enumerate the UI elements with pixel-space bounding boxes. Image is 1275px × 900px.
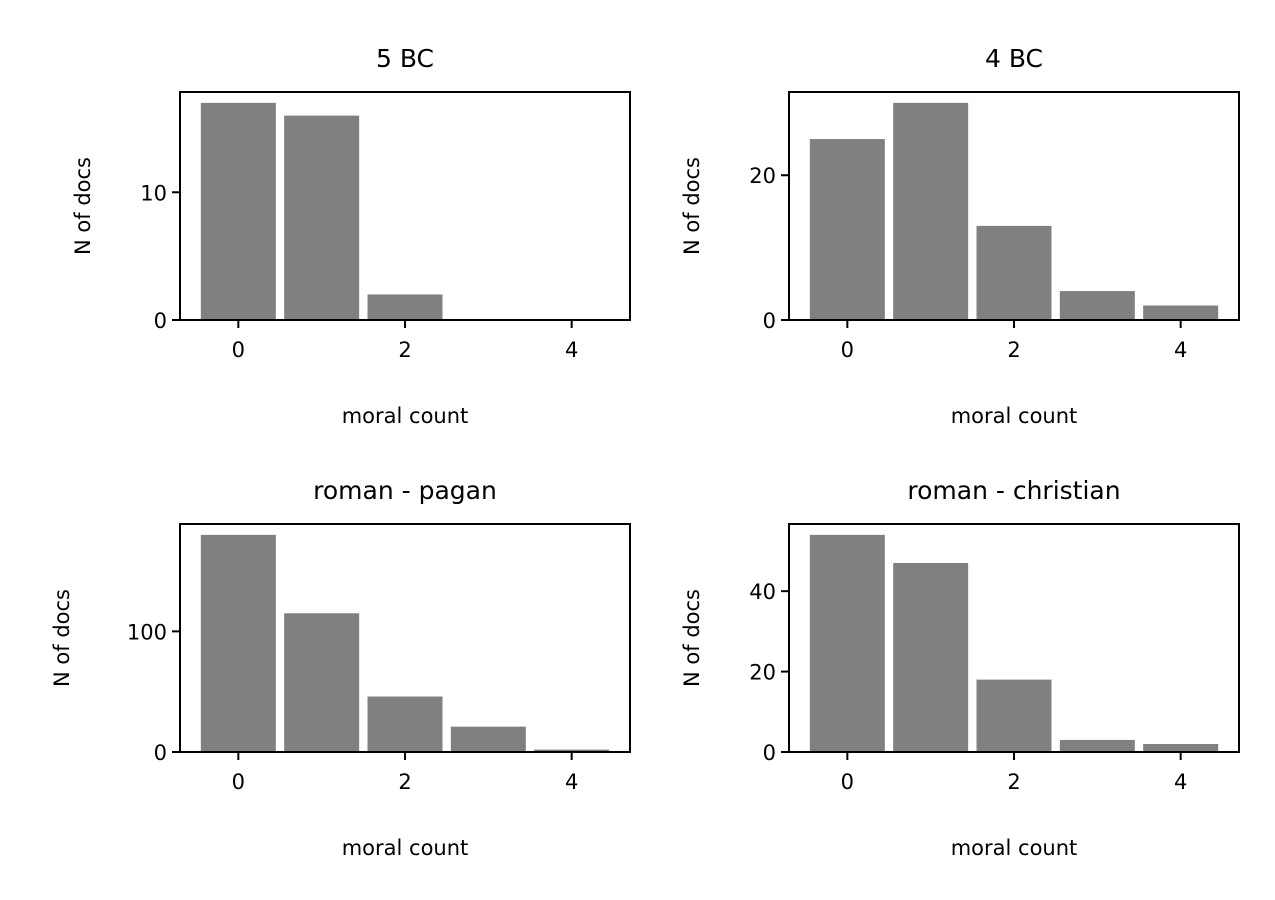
x-tick-label: 4 — [565, 770, 578, 794]
y-tick-label: 0 — [763, 741, 776, 765]
bar — [976, 679, 1052, 752]
y-tick-label: 0 — [154, 309, 167, 333]
chart-title: 5 BC — [376, 44, 434, 73]
x-tick-label: 0 — [232, 338, 245, 362]
y-axis-label: N of docs — [680, 589, 704, 687]
bar — [450, 726, 526, 752]
bar — [893, 563, 969, 752]
y-axis-label: N of docs — [50, 589, 74, 687]
bar — [200, 534, 276, 752]
bar — [1059, 739, 1135, 752]
bar — [1059, 291, 1135, 320]
bar — [1143, 743, 1219, 752]
x-tick-label: 2 — [1007, 338, 1020, 362]
y-axis-label: N of docs — [71, 157, 95, 255]
subplot-2: 0 2 4 0 100 roman - pagan moral count N of docs — [50, 476, 631, 860]
y-tick-label: 100 — [127, 620, 167, 644]
y-tick-label: 0 — [763, 309, 776, 333]
bar — [809, 139, 885, 320]
bar — [809, 534, 885, 752]
y-axis-label: N of docs — [680, 157, 704, 255]
y-tick-label: 10 — [140, 181, 167, 205]
x-tick-label: 0 — [841, 338, 854, 362]
x-tick-label: 2 — [1007, 770, 1020, 794]
bar — [284, 613, 360, 752]
y-tick-label: 20 — [749, 164, 776, 188]
bar — [200, 102, 276, 320]
bar — [367, 294, 443, 320]
x-tick-label: 2 — [398, 770, 411, 794]
chart-title: 4 BC — [985, 44, 1043, 73]
x-tick-label: 0 — [841, 770, 854, 794]
x-axis-label: moral count — [951, 404, 1078, 428]
x-tick-label: 4 — [1174, 770, 1187, 794]
x-axis-label: moral count — [342, 404, 469, 428]
bar — [1143, 305, 1219, 320]
x-tick-label: 2 — [398, 338, 411, 362]
subplot-1: 0 2 4 0 20 4 BC moral count N of docs — [680, 44, 1240, 428]
bar — [976, 225, 1052, 320]
y-tick-label: 20 — [749, 661, 776, 685]
bar — [284, 115, 360, 320]
x-axis-label: moral count — [951, 836, 1078, 860]
x-axis-label: moral count — [342, 836, 469, 860]
x-tick-label: 4 — [565, 338, 578, 362]
x-tick-label: 0 — [232, 770, 245, 794]
bar — [534, 749, 610, 752]
chart-title: roman - christian — [907, 476, 1120, 505]
y-tick-label: 0 — [154, 741, 167, 765]
bar — [893, 102, 969, 320]
x-tick-label: 4 — [1174, 338, 1187, 362]
chart-title: roman - pagan — [313, 476, 497, 505]
subplot-0: 0 2 4 0 10 5 BC moral count N of docs — [71, 44, 631, 428]
y-tick-label: 40 — [749, 580, 776, 604]
bar — [367, 696, 443, 752]
